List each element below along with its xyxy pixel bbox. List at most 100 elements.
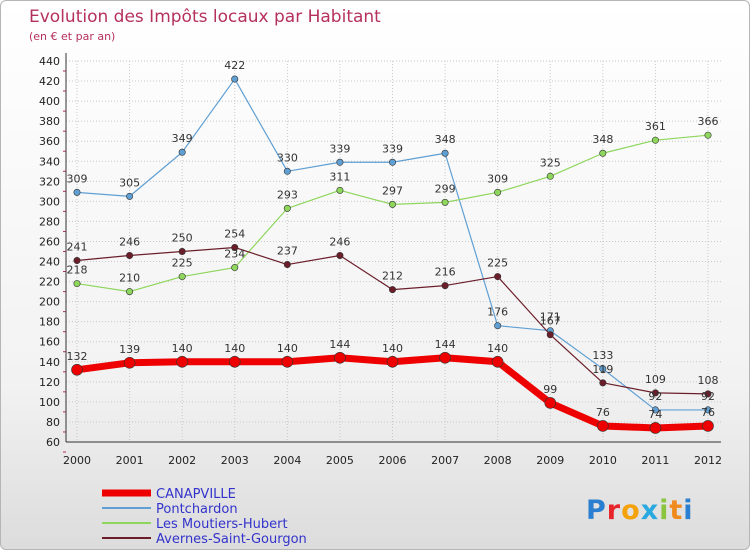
x-tick-label: 2001 [116,454,144,467]
x-tick-label: 2011 [641,454,669,467]
data-label: 254 [224,227,245,240]
data-label: 309 [67,172,88,185]
y-tick-label: 280 [39,215,60,228]
legend-label: Avernes-Saint-Gourgon [156,532,307,547]
data-point [71,364,83,376]
y-tick-label: 160 [39,336,60,349]
data-point [388,286,396,294]
x-tick-label: 2008 [484,454,512,467]
y-tick-label: 240 [39,256,60,269]
data-label: 225 [172,257,193,270]
series-lines [71,75,714,434]
data-point [126,252,134,260]
data-label: 176 [487,306,508,319]
y-tick-label: 180 [39,316,60,329]
data-label: 109 [645,373,666,386]
data-label: 305 [119,176,140,189]
data-point [283,204,291,212]
data-label: 212 [382,270,403,283]
data-label: 140 [224,342,245,355]
series-les-moutiers-hubert [73,131,712,296]
data-point [651,136,659,144]
y-tick-label: 340 [39,155,60,168]
data-label: 218 [67,264,88,277]
data-point [441,198,449,206]
y-tick-label: 440 [39,55,60,68]
data-point [178,248,186,256]
data-label: 171 [540,311,561,324]
data-label: 225 [487,257,508,270]
data-label: 140 [172,342,193,355]
data-label: 133 [592,349,613,362]
data-point [228,355,241,368]
x-tick-label: 2007 [431,454,459,467]
x-tick-label: 2003 [221,454,249,467]
axes: 60 80 100 120 140 160 180 200 220 240 260 280 300 320… [39,53,722,467]
series-pontchardon [73,75,712,414]
gridlines [66,60,721,443]
data-point [649,422,662,434]
chart-subtitle: (en € et par an) [29,30,115,43]
data-label: 140 [382,342,403,355]
data-point [546,172,554,180]
x-tick-label: 2002 [168,454,196,467]
x-tick-label: 2010 [589,454,617,467]
data-label: 422 [224,59,245,72]
data-point [491,355,504,368]
data-point [123,356,136,369]
data-point [231,75,239,83]
data-label: 99 [543,383,557,396]
data-point [439,351,451,364]
data-point [702,420,714,432]
x-tick-label: 2000 [63,454,91,467]
data-point [283,167,291,175]
data-point [126,288,134,296]
y-tick-label: 420 [39,75,60,88]
data-point [599,379,607,387]
data-label: 349 [172,132,193,145]
data-label: 311 [329,170,350,183]
data-point [126,192,134,200]
y-tick-label: 140 [39,356,60,369]
data-label: 299 [435,182,456,195]
data-point [283,261,291,269]
data-point [386,355,399,368]
data-label: 132 [67,350,88,363]
y-tick-label: 60 [46,436,60,449]
data-point [651,406,659,414]
data-point [388,158,396,166]
y-tick-label: 380 [39,115,60,128]
y-tick-label: 320 [39,175,60,188]
data-point [231,243,239,251]
data-point [651,389,659,397]
y-tick-label: 100 [39,396,60,409]
data-point [546,331,554,339]
data-label: 76 [596,406,610,419]
data-point [73,280,81,288]
data-point [704,406,712,414]
y-tick-label: 120 [39,376,60,389]
data-label: 237 [277,245,298,258]
data-labels: 309 305 349 422 330 339 339 348 176 171 133 92 92 218… [67,59,719,421]
y-tick-label: 360 [39,135,60,148]
data-point [544,397,557,409]
data-label: 74 [648,408,662,421]
data-point [441,149,449,157]
data-label: 140 [487,342,508,355]
data-label: 92 [701,390,715,403]
data-point [599,149,607,157]
x-tick-label: 2009 [536,454,564,467]
data-point [73,257,81,265]
data-label: 309 [487,172,508,185]
chart-title: Evolution des Impôts locaux par Habitant [29,7,381,27]
data-label: 361 [645,120,666,133]
x-tick-label: 2006 [379,454,407,467]
data-label: 140 [277,342,298,355]
y-tick-label: 260 [39,235,60,248]
proxiti-logo: Proxiti [586,495,694,526]
legend-label: Pontchardon [156,502,238,517]
data-label: 366 [698,115,719,128]
y-tick-label: 300 [39,195,60,208]
